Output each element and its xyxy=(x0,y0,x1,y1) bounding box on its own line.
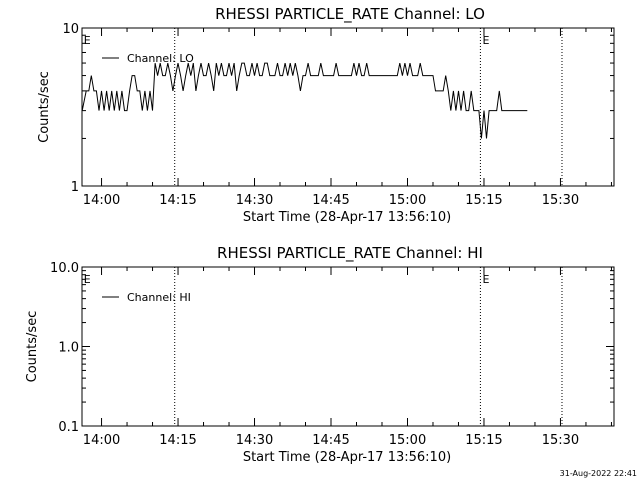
y-tick-label: 10.0 xyxy=(50,261,79,276)
y-axis-label: Counts/sec xyxy=(25,311,40,383)
x-tick-label: 14:30 xyxy=(236,193,273,208)
x-tick-label: 14:15 xyxy=(159,433,196,448)
y-tick-label: 10 xyxy=(62,22,79,37)
x-tick-label: 15:30 xyxy=(542,193,579,208)
x-tick-label: 15:30 xyxy=(542,433,579,448)
x-tick-label: 14:30 xyxy=(236,433,273,448)
x-axis-label: Start Time (28-Apr-17 13:56:10) xyxy=(243,450,451,465)
event-marker-label: E xyxy=(84,34,91,47)
x-tick-label: 15:15 xyxy=(465,433,502,448)
x-tick-label: 15:00 xyxy=(389,193,426,208)
footer-timestamp: 31-Aug-2022 22:41 xyxy=(560,469,637,478)
y-tick-label: 0.1 xyxy=(58,420,79,435)
y-tick-label: 1.0 xyxy=(58,341,79,356)
event-marker-label: E xyxy=(84,273,91,286)
x-tick-label: 14:15 xyxy=(159,193,196,208)
series-line-1 xyxy=(81,62,528,139)
x-tick-label: 15:15 xyxy=(465,193,502,208)
legend-label: Channel: LO xyxy=(127,52,194,65)
chart-title: RHESSI PARTICLE_RATE Channel: HI xyxy=(217,244,483,263)
x-tick-label: 14:45 xyxy=(312,433,349,448)
x-tick-label: 15:00 xyxy=(389,433,426,448)
x-axis-label: Start Time (28-Apr-17 13:56:10) xyxy=(243,210,451,225)
y-tick-label: 1 xyxy=(71,180,79,195)
chart-panel-2: RHESSI PARTICLE_RATE Channel: HI Counts/s… xyxy=(25,244,615,465)
x-tick-label: 14:00 xyxy=(83,433,120,448)
y-axis-label: Counts/sec xyxy=(37,71,52,143)
plot-frame xyxy=(81,27,615,187)
event-marker-label: E xyxy=(482,273,489,286)
chart-panel-1: RHESSI PARTICLE_RATE Channel: LO Counts/s… xyxy=(37,5,615,225)
x-tick-label: 14:45 xyxy=(312,193,349,208)
x-tick-label: 14:00 xyxy=(83,193,120,208)
event-marker-label: E xyxy=(482,34,489,47)
chart-title: RHESSI PARTICLE_RATE Channel: LO xyxy=(215,5,485,24)
legend-label: Channel: HI xyxy=(127,291,191,304)
